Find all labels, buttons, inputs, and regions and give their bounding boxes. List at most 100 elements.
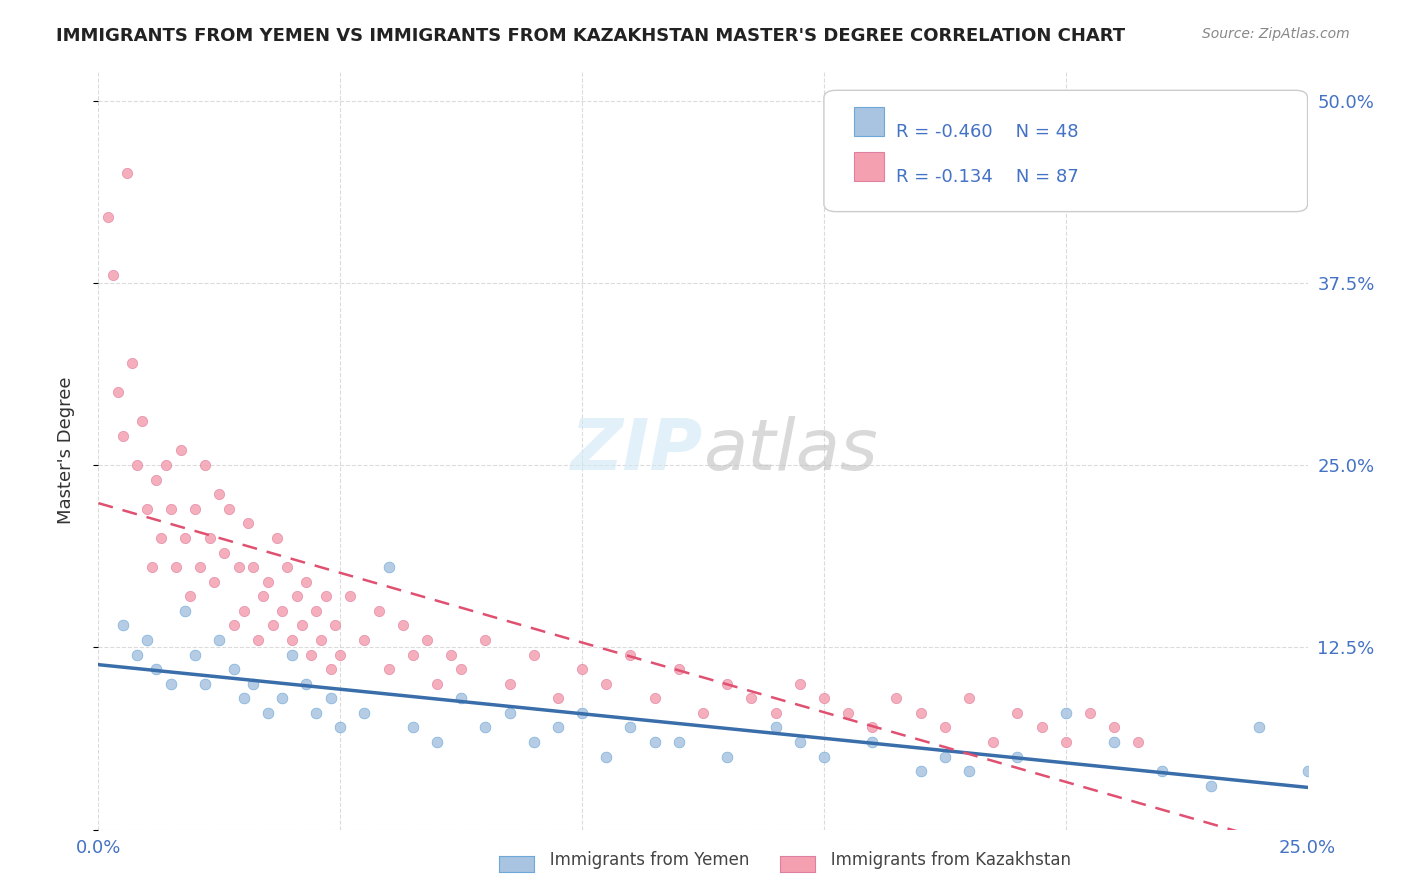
Point: [208, 487, 231, 501]
FancyBboxPatch shape: [855, 153, 884, 181]
Text: ZIP: ZIP: [571, 416, 703, 485]
Point: [135, 501, 157, 516]
Point: [212, 545, 235, 559]
Point: [204, 574, 226, 589]
Point: [165, 560, 187, 574]
Point: [174, 531, 197, 545]
Point: [1152, 764, 1174, 779]
Point: [1054, 735, 1077, 749]
Point: [740, 691, 762, 706]
Point: [934, 749, 956, 764]
Point: [222, 618, 245, 632]
Text: atlas: atlas: [703, 416, 877, 485]
Point: [1078, 706, 1101, 720]
Point: [1199, 779, 1222, 793]
Point: [242, 677, 264, 691]
Point: [368, 604, 391, 618]
Point: [247, 633, 270, 648]
Text: R = -0.460    N = 48: R = -0.460 N = 48: [860, 110, 1054, 128]
Point: [194, 458, 217, 472]
Point: [121, 356, 143, 370]
Point: [813, 691, 835, 706]
Point: [160, 677, 183, 691]
Point: [184, 648, 207, 662]
Point: [290, 618, 312, 632]
Point: [266, 531, 288, 545]
Point: [145, 662, 167, 676]
Point: [295, 574, 318, 589]
Point: [208, 633, 231, 648]
Point: [315, 589, 337, 603]
Point: [222, 662, 245, 676]
Point: [789, 735, 811, 749]
Point: [1102, 735, 1125, 749]
Point: [450, 662, 472, 676]
Point: [111, 429, 134, 443]
Point: [339, 589, 361, 603]
Point: [238, 516, 260, 531]
Point: [668, 735, 690, 749]
Point: [957, 691, 980, 706]
Point: [271, 604, 294, 618]
Point: [571, 662, 593, 676]
Point: [198, 531, 221, 545]
Point: [325, 618, 347, 632]
Point: [329, 721, 352, 735]
Point: [402, 648, 425, 662]
Point: [957, 764, 980, 779]
Point: [860, 735, 883, 749]
Point: [295, 677, 318, 691]
Point: [860, 721, 883, 735]
Point: [184, 501, 207, 516]
Point: [547, 691, 569, 706]
Point: [668, 662, 690, 676]
Point: [498, 677, 520, 691]
Point: [813, 749, 835, 764]
Point: [440, 648, 463, 662]
Point: [319, 662, 342, 676]
Point: [789, 677, 811, 691]
Point: [160, 501, 183, 516]
Point: [1128, 735, 1150, 749]
Point: [131, 414, 153, 428]
Point: [309, 633, 332, 648]
Point: [228, 560, 250, 574]
Point: [319, 691, 342, 706]
Point: [256, 574, 278, 589]
Point: [474, 721, 496, 735]
Point: [1031, 721, 1053, 735]
Point: [523, 735, 546, 749]
Point: [252, 589, 274, 603]
Point: [474, 633, 496, 648]
Point: [256, 706, 278, 720]
Point: [218, 501, 240, 516]
Point: [595, 677, 617, 691]
Text: Immigrants from Yemen: Immigrants from Yemen: [534, 851, 749, 869]
Point: [1102, 721, 1125, 735]
Point: [150, 531, 173, 545]
Point: [571, 706, 593, 720]
Point: [981, 735, 1004, 749]
Point: [329, 648, 352, 662]
Point: [155, 458, 177, 472]
Text: Immigrants from Kazakhstan: Immigrants from Kazakhstan: [815, 851, 1071, 869]
Point: [402, 721, 425, 735]
Point: [271, 691, 294, 706]
Point: [392, 618, 415, 632]
Point: [377, 560, 399, 574]
Point: [644, 691, 666, 706]
Point: [145, 473, 167, 487]
Point: [135, 633, 157, 648]
Point: [1007, 706, 1029, 720]
Point: [101, 268, 124, 283]
Point: [1296, 764, 1319, 779]
Point: [305, 604, 328, 618]
Point: [595, 749, 617, 764]
Point: [450, 691, 472, 706]
Text: R = -0.134    N = 87: R = -0.134 N = 87: [897, 169, 1080, 186]
Point: [281, 633, 304, 648]
Point: [765, 706, 787, 720]
Point: [232, 604, 254, 618]
Text: IMMIGRANTS FROM YEMEN VS IMMIGRANTS FROM KAZAKHSTAN MASTER'S DEGREE CORRELATION : IMMIGRANTS FROM YEMEN VS IMMIGRANTS FROM…: [56, 27, 1125, 45]
Point: [188, 560, 211, 574]
